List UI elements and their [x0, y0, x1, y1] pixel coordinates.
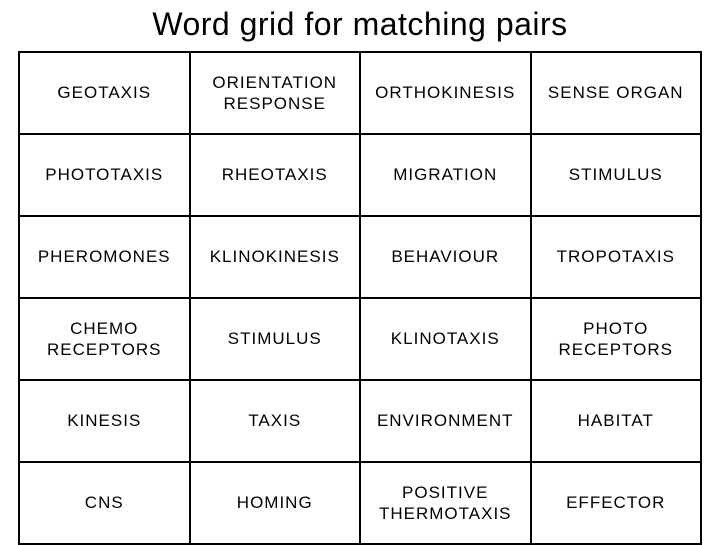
grid-cell: TROPOTAXIS: [531, 216, 702, 298]
table-row: PHEROMONES KLINOKINESIS BEHAVIOUR TROPOT…: [19, 216, 701, 298]
grid-cell: KLINOTAXIS: [360, 298, 531, 380]
grid-cell: RHEOTAXIS: [190, 134, 361, 216]
grid-cell: CHEMO RECEPTORS: [19, 298, 190, 380]
table-row: KINESIS TAXIS ENVIRONMENT HABITAT: [19, 380, 701, 462]
table-row: CHEMO RECEPTORS STIMULUS KLINOTAXIS PHOT…: [19, 298, 701, 380]
grid-cell: KINESIS: [19, 380, 190, 462]
table-row: CNS HOMING POSITIVE THERMOTAXIS EFFECTOR: [19, 462, 701, 544]
grid-cell: HABITAT: [531, 380, 702, 462]
grid-cell: ORIENTATION RESPONSE: [190, 52, 361, 134]
table-row: GEOTAXIS ORIENTATION RESPONSE ORTHOKINES…: [19, 52, 701, 134]
grid-cell: EFFECTOR: [531, 462, 702, 544]
grid-cell: CNS: [19, 462, 190, 544]
grid-cell: PHOTO RECEPTORS: [531, 298, 702, 380]
grid-cell: GEOTAXIS: [19, 52, 190, 134]
grid-cell: KLINOKINESIS: [190, 216, 361, 298]
table-row: PHOTOTAXIS RHEOTAXIS MIGRATION STIMULUS: [19, 134, 701, 216]
page-title: Word grid for matching pairs: [152, 6, 567, 43]
grid-cell: PHOTOTAXIS: [19, 134, 190, 216]
grid-cell: POSITIVE THERMOTAXIS: [360, 462, 531, 544]
word-grid-body: GEOTAXIS ORIENTATION RESPONSE ORTHOKINES…: [19, 52, 701, 544]
grid-cell: ORTHOKINESIS: [360, 52, 531, 134]
grid-cell: HOMING: [190, 462, 361, 544]
grid-cell: MIGRATION: [360, 134, 531, 216]
grid-cell: STIMULUS: [190, 298, 361, 380]
word-grid: GEOTAXIS ORIENTATION RESPONSE ORTHOKINES…: [18, 51, 702, 545]
grid-cell: SENSE ORGAN: [531, 52, 702, 134]
grid-cell: ENVIRONMENT: [360, 380, 531, 462]
grid-cell: PHEROMONES: [19, 216, 190, 298]
grid-cell: BEHAVIOUR: [360, 216, 531, 298]
grid-cell: STIMULUS: [531, 134, 702, 216]
grid-cell: TAXIS: [190, 380, 361, 462]
